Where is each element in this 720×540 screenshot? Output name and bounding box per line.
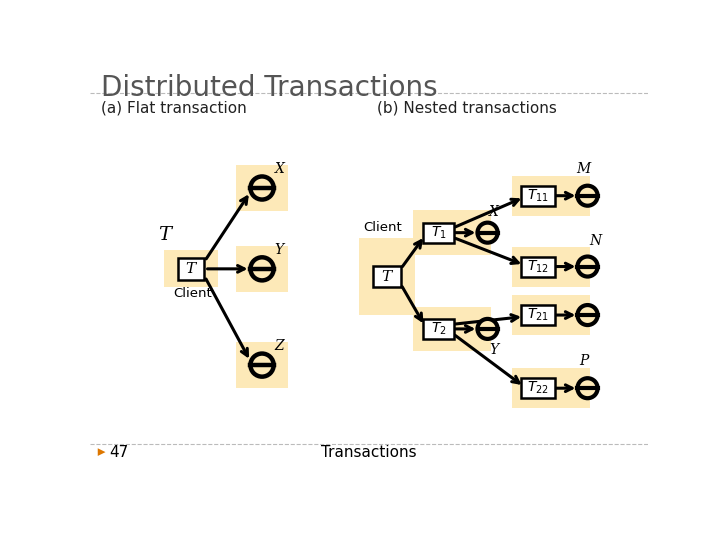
Text: $T_{11}$: $T_{11}$ — [527, 187, 549, 204]
Bar — [521, 186, 555, 206]
Bar — [513, 368, 590, 408]
Text: Client: Client — [173, 287, 212, 300]
Text: T: T — [382, 269, 392, 284]
Text: Transactions: Transactions — [321, 444, 417, 460]
Text: P: P — [579, 354, 588, 368]
Circle shape — [251, 257, 274, 280]
Bar — [373, 266, 401, 287]
Text: Y: Y — [489, 343, 498, 357]
Text: Client: Client — [364, 221, 402, 234]
Text: $T_{21}$: $T_{21}$ — [527, 307, 549, 323]
Bar — [413, 307, 490, 351]
Bar — [521, 305, 555, 325]
Bar — [513, 176, 590, 215]
Text: M: M — [577, 161, 591, 176]
Circle shape — [577, 378, 598, 398]
Text: Distributed Transactions: Distributed Transactions — [101, 74, 438, 102]
Bar — [235, 165, 289, 211]
Bar — [513, 247, 590, 287]
Bar — [423, 319, 454, 339]
Bar — [163, 251, 218, 287]
Circle shape — [577, 305, 598, 325]
Bar — [513, 295, 590, 335]
Bar — [235, 342, 289, 388]
Text: T: T — [158, 226, 171, 244]
Text: (a) Flat transaction: (a) Flat transaction — [101, 101, 246, 116]
Text: Y: Y — [274, 242, 284, 256]
Text: $T_{22}$: $T_{22}$ — [527, 380, 549, 396]
Bar — [235, 246, 289, 292]
Text: $T_2$: $T_2$ — [431, 321, 446, 337]
Circle shape — [577, 186, 598, 206]
Circle shape — [577, 256, 598, 276]
Circle shape — [251, 354, 274, 377]
Text: Z: Z — [274, 339, 284, 353]
Bar — [423, 222, 454, 242]
Text: 47: 47 — [109, 444, 129, 460]
Text: N: N — [589, 234, 601, 248]
Bar — [521, 378, 555, 398]
Text: T: T — [186, 262, 196, 276]
Circle shape — [477, 222, 498, 242]
Text: (b) Nested transactions: (b) Nested transactions — [377, 101, 557, 116]
Text: X: X — [489, 205, 499, 219]
Bar — [521, 256, 555, 276]
Bar — [413, 210, 490, 255]
Circle shape — [251, 177, 274, 200]
Circle shape — [477, 319, 498, 339]
Text: $T_1$: $T_1$ — [431, 225, 446, 241]
Polygon shape — [98, 448, 106, 456]
Bar — [359, 238, 415, 315]
Text: X: X — [274, 161, 284, 176]
Text: $T_{12}$: $T_{12}$ — [527, 258, 549, 275]
Bar — [178, 258, 204, 280]
